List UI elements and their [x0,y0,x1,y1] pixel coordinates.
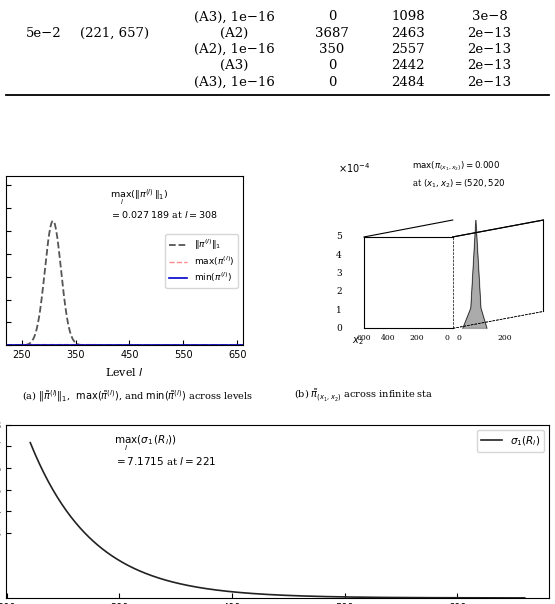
Text: 2463: 2463 [391,27,425,40]
Text: $\max(\pi_{(x_1,x_2)}) = 0.000$: $\max(\pi_{(x_1,x_2)}) = 0.000$ [412,159,501,173]
Text: 2557: 2557 [391,43,425,56]
Text: 2: 2 [336,288,342,297]
Text: (A2): (A2) [220,27,248,40]
Text: 4: 4 [336,251,342,260]
Text: 3e−8: 3e−8 [472,10,507,24]
Text: 0: 0 [444,334,449,342]
Text: (a) $\|\tilde{\pi}^{(l)}\|_1$,  $\max(\tilde{\pi}^{(l)})$, and $\min(\tilde{\pi}: (a) $\|\tilde{\pi}^{(l)}\|_1$, $\max(\ti… [22,388,253,403]
Text: 0: 0 [336,324,342,333]
Text: $x_2$: $x_2$ [352,336,364,347]
Text: 0: 0 [456,334,461,342]
X-axis label: Level $l$: Level $l$ [104,366,144,378]
Text: 3: 3 [336,269,342,278]
Text: 600: 600 [357,334,371,342]
Text: $\max_l(\sigma_1(R_l))$
$= 7.1715$ at $l = 221$: $\max_l(\sigma_1(R_l))$ $= 7.1715$ at $l… [114,434,217,467]
Text: 2e−13: 2e−13 [467,76,512,89]
Legend: $\sigma_1(R_l)$: $\sigma_1(R_l)$ [477,430,544,452]
Polygon shape [463,220,487,329]
Text: 0: 0 [327,10,336,24]
Text: 2e−13: 2e−13 [467,59,512,72]
Text: (A3): (A3) [220,59,248,72]
Text: 200: 200 [498,334,512,342]
Text: 200: 200 [409,334,424,342]
Text: at $(x_1, x_2) = (520,520$: at $(x_1, x_2) = (520,520$ [412,177,506,190]
Text: (A3), 1e−16: (A3), 1e−16 [194,10,274,24]
Text: 5e−2: 5e−2 [26,27,62,40]
Text: 350: 350 [319,43,345,56]
Text: 1098: 1098 [391,10,425,24]
Text: (A3), 1e−16: (A3), 1e−16 [194,76,274,89]
Text: $\max_l(\|\pi^{(l)}\|_1)$
$= 0.027\,189$ at $l = 308$: $\max_l(\|\pi^{(l)}\|_1)$ $= 0.027\,189$… [110,188,218,220]
Text: (221, 657): (221, 657) [80,27,149,40]
Text: 2e−13: 2e−13 [467,43,512,56]
Text: 2484: 2484 [391,76,425,89]
Text: 0: 0 [327,76,336,89]
Text: 1: 1 [336,306,342,315]
Text: 5: 5 [336,233,342,242]
Text: (b) $\tilde{\pi}_{(x_1,x_2)}$ across infinite sta: (b) $\tilde{\pi}_{(x_1,x_2)}$ across inf… [294,388,433,404]
Text: 400: 400 [381,334,396,342]
Text: 3687: 3687 [315,27,349,40]
Text: $\times10^{-4}$: $\times10^{-4}$ [338,161,370,175]
Text: 2e−13: 2e−13 [467,27,512,40]
Text: 0: 0 [327,59,336,72]
Legend: $\|\pi^{(l)}\|_1$, $\max(\pi^{(l)})$, $\min(\pi^{(l)})$: $\|\pi^{(l)}\|_1$, $\max(\pi^{(l)})$, $\… [165,234,238,288]
Text: (A2), 1e−16: (A2), 1e−16 [194,43,274,56]
Text: 2442: 2442 [391,59,425,72]
